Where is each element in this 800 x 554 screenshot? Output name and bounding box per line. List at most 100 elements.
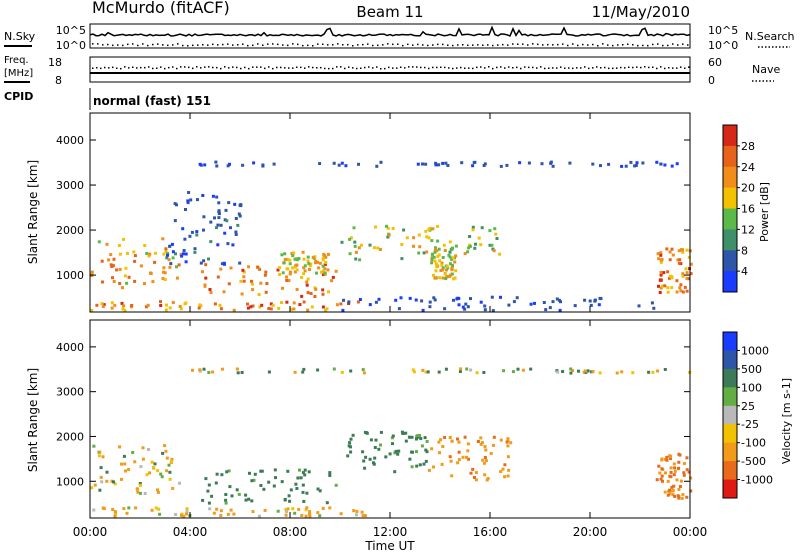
echo-cell — [193, 247, 197, 251]
echo-cell — [259, 484, 263, 487]
echo-cell — [473, 476, 476, 479]
echo-cell — [476, 440, 480, 443]
echo-cell — [228, 162, 231, 166]
echo-cell — [100, 480, 104, 484]
echo-cell — [441, 276, 445, 280]
echo-cell — [185, 510, 189, 514]
noise-search-dot — [237, 44, 239, 46]
echo-cell — [676, 494, 680, 498]
echo-region — [201, 263, 338, 298]
x-tick-label: 20:00 — [573, 525, 608, 539]
echo-cell — [182, 514, 186, 518]
echo-cell — [290, 307, 293, 311]
noise-search-dot — [362, 43, 364, 46]
echo-region — [340, 224, 502, 263]
echo-cell — [445, 264, 449, 268]
echo-cell — [323, 271, 327, 275]
noise-search-dot — [617, 44, 619, 46]
echo-cell — [362, 371, 366, 375]
noise-search-dot — [672, 43, 674, 45]
noise-search-dot — [402, 44, 404, 47]
echo-cell — [448, 262, 452, 266]
nave-dot — [680, 66, 682, 68]
echo-cell — [635, 161, 639, 165]
echo-cell — [386, 235, 390, 239]
noise-search-dot — [562, 43, 564, 45]
colorbar-tick-label: 12 — [741, 223, 755, 236]
echo-cell — [183, 302, 187, 306]
colorbar-segment — [723, 271, 737, 293]
echo-cell — [372, 462, 376, 466]
echo-cell — [656, 252, 660, 256]
echo-cell — [299, 476, 303, 480]
frequency-left-tick-top: 18 — [48, 56, 62, 69]
echo-cell — [467, 246, 471, 250]
echo-cell — [681, 248, 684, 252]
echo-cell — [302, 499, 306, 503]
y-tick-label: 3000 — [56, 386, 84, 399]
echo-cell — [641, 161, 645, 165]
echo-cell — [448, 455, 452, 459]
echo-cell — [388, 452, 392, 456]
echo-cell — [511, 370, 515, 374]
echo-cell — [323, 267, 327, 271]
echo-cell — [133, 254, 137, 258]
echo-cell — [685, 289, 689, 293]
echo-cell — [677, 460, 681, 464]
colorbar-segment — [723, 442, 737, 462]
echo-cell — [133, 460, 137, 464]
echo-cell — [660, 474, 664, 478]
nave-dot — [228, 67, 230, 69]
noise-search-dot — [607, 44, 609, 46]
echo-cell — [242, 275, 246, 279]
echo-cell — [132, 250, 136, 254]
echo-cell — [379, 430, 383, 434]
echo-cell — [100, 259, 104, 263]
echo-cell — [357, 246, 361, 250]
echo-cell — [378, 248, 382, 251]
noise-search-dot — [522, 43, 524, 45]
echo-cell — [410, 435, 414, 439]
echo-cell — [569, 367, 573, 371]
echo-cell — [127, 275, 131, 279]
echo-cell — [272, 162, 276, 166]
echo-cell — [685, 248, 689, 252]
echo-cell — [302, 272, 306, 276]
echo-cell — [90, 272, 94, 276]
echo-cell — [134, 506, 138, 510]
echo-cell — [583, 298, 587, 302]
echo-cell — [278, 266, 281, 270]
echo-cell — [351, 433, 355, 437]
noise-search-dot — [342, 44, 344, 46]
nave-dot — [376, 66, 378, 68]
echo-cell — [226, 242, 230, 246]
echo-cell — [240, 371, 244, 374]
echo-cell — [668, 488, 672, 492]
echo-cell — [430, 254, 434, 258]
echo-cell — [110, 306, 114, 310]
noise-search-dot — [287, 44, 289, 47]
echo-cell — [505, 163, 509, 167]
noise-search-dot — [457, 44, 459, 46]
echo-cell — [681, 274, 685, 278]
noise-search-dot — [687, 44, 689, 46]
echo-cell — [677, 496, 681, 500]
echo-cell — [394, 449, 398, 453]
echo-cell — [439, 438, 443, 442]
echo-cell — [484, 448, 488, 452]
echo-cell — [675, 162, 679, 166]
echo-cell — [107, 258, 111, 262]
noise-search-dot — [182, 44, 184, 47]
echo-cell — [349, 369, 353, 373]
nave-dot — [356, 67, 358, 70]
echo-cell — [341, 308, 345, 312]
echo-cell — [139, 264, 143, 268]
echo-cell — [675, 478, 679, 482]
echo-cell — [391, 434, 395, 438]
echo-cell — [463, 307, 467, 311]
nave-dot — [300, 66, 302, 69]
noise-search-dot — [297, 43, 299, 46]
echo-cell — [676, 258, 680, 262]
echo-cell — [659, 162, 663, 166]
colorbar-tick-label: -1000 — [741, 474, 773, 487]
